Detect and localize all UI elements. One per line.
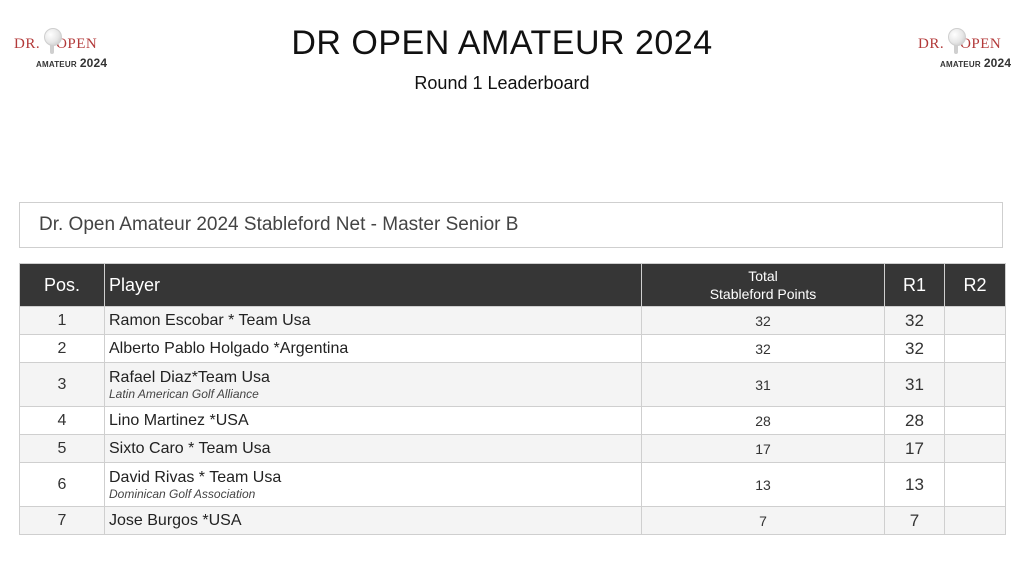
cell-r1: 17 xyxy=(884,434,945,463)
golf-tee-icon xyxy=(954,45,958,54)
cell-r2 xyxy=(944,406,1006,435)
table-row: 7 Jose Burgos *USA 7 7 xyxy=(19,506,1006,535)
cell-r1: 28 xyxy=(884,406,945,435)
page-subtitle: Round 1 Leaderboard xyxy=(414,73,590,93)
cell-pos: 5 xyxy=(19,434,105,463)
table-row: 3 Rafael Diaz*Team Usa Latin American Go… xyxy=(19,362,1006,407)
table-header-row: Pos. Player Total Stableford Points R1 R… xyxy=(19,263,1006,307)
cell-player: Ramon Escobar * Team Usa xyxy=(104,306,642,335)
table-row: 2 Alberto Pablo Holgado *Argentina 32 32 xyxy=(19,334,1006,363)
cell-total: 7 xyxy=(641,506,885,535)
cell-pos: 7 xyxy=(19,506,105,535)
cell-r1: 13 xyxy=(884,462,945,507)
logo-brand-dr: DR. xyxy=(918,36,945,52)
cell-r2 xyxy=(944,306,1006,335)
logo-year: 2024 xyxy=(983,56,1012,70)
cell-r2 xyxy=(944,462,1006,507)
logo-brand-open: OPEN xyxy=(960,36,1002,52)
cell-player: Alberto Pablo Holgado *Argentina xyxy=(104,334,642,363)
cell-pos: 6 xyxy=(19,462,105,507)
table-row: 4 Lino Martinez *USA 28 28 xyxy=(19,406,1006,435)
leaderboard-table: Pos. Player Total Stableford Points R1 R… xyxy=(19,263,1006,535)
golf-tee-icon xyxy=(50,45,54,54)
tournament-logo-right: DR. OPEN AMATEUR 2024 xyxy=(918,26,1012,74)
division-title: Dr. Open Amateur 2024 Stableford Net - M… xyxy=(19,202,1003,248)
logo-brand-dr: DR. xyxy=(14,36,41,52)
table-row: 6 David Rivas * Team Usa Dominican Golf … xyxy=(19,462,1006,507)
player-club: Latin American Golf Alliance xyxy=(109,386,259,401)
cell-r1: 32 xyxy=(884,334,945,363)
cell-total: 28 xyxy=(641,406,885,435)
cell-r2 xyxy=(944,506,1006,535)
column-header-player: Player xyxy=(104,263,642,307)
cell-player: David Rivas * Team Usa Dominican Golf As… xyxy=(104,462,642,507)
logo-sub: AMATEUR xyxy=(940,60,981,69)
cell-r2 xyxy=(944,334,1006,363)
column-header-r1: R1 xyxy=(884,263,945,307)
cell-total: 17 xyxy=(641,434,885,463)
cell-player: Sixto Caro * Team Usa xyxy=(104,434,642,463)
cell-pos: 3 xyxy=(19,362,105,407)
cell-total: 32 xyxy=(641,306,885,335)
player-name[interactable]: Rafael Diaz*Team Usa xyxy=(109,368,270,386)
column-header-total-line1: Total xyxy=(748,268,778,284)
cell-player: Rafael Diaz*Team Usa Latin American Golf… xyxy=(104,362,642,407)
cell-total: 13 xyxy=(641,462,885,507)
cell-player: Lino Martinez *USA xyxy=(104,406,642,435)
column-header-pos: Pos. xyxy=(19,263,105,307)
tournament-logo-left: DR. OPEN AMATEUR 2024 xyxy=(14,26,108,74)
player-name[interactable]: David Rivas * Team Usa xyxy=(109,468,282,486)
player-name[interactable]: Sixto Caro * Team Usa xyxy=(109,439,271,457)
table-row: 5 Sixto Caro * Team Usa 17 17 xyxy=(19,434,1006,463)
cell-pos: 2 xyxy=(19,334,105,363)
cell-total: 32 xyxy=(641,334,885,363)
cell-pos: 1 xyxy=(19,306,105,335)
logo-sub: AMATEUR xyxy=(36,60,77,69)
cell-r1: 32 xyxy=(884,306,945,335)
column-header-total: Total Stableford Points xyxy=(641,263,885,307)
column-header-total-line2: Stableford Points xyxy=(709,286,817,302)
cell-player: Jose Burgos *USA xyxy=(104,506,642,535)
logo-brand-open: OPEN xyxy=(56,36,98,52)
cell-r2 xyxy=(944,362,1006,407)
cell-total: 31 xyxy=(641,362,885,407)
logo-year: 2024 xyxy=(79,56,108,70)
cell-r1: 31 xyxy=(884,362,945,407)
page-title: DR OPEN AMATEUR 2024 xyxy=(291,24,713,62)
cell-r2 xyxy=(944,434,1006,463)
player-name[interactable]: Alberto Pablo Holgado *Argentina xyxy=(109,339,349,357)
player-name[interactable]: Jose Burgos *USA xyxy=(109,511,242,529)
column-header-r2: R2 xyxy=(944,263,1006,307)
table-row: 1 Ramon Escobar * Team Usa 32 32 xyxy=(19,306,1006,335)
cell-pos: 4 xyxy=(19,406,105,435)
player-name[interactable]: Ramon Escobar * Team Usa xyxy=(109,311,311,329)
player-club: Dominican Golf Association xyxy=(109,486,256,501)
cell-r1: 7 xyxy=(884,506,945,535)
player-name[interactable]: Lino Martinez *USA xyxy=(109,411,249,429)
